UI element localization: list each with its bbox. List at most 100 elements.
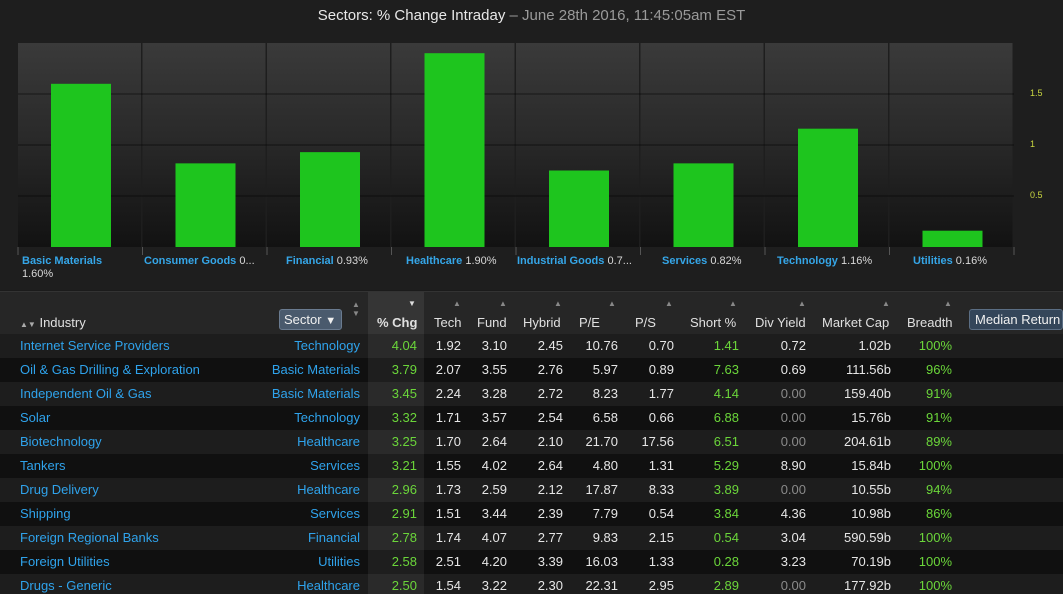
sorted-column-highlight xyxy=(368,358,424,382)
col-header-ps[interactable]: ▲ P/S xyxy=(628,292,678,334)
col-header-market-cap[interactable]: ▲ Market Cap xyxy=(818,292,898,334)
bar-healthcare[interactable] xyxy=(424,53,485,248)
cell-short: 0.28 xyxy=(713,554,739,569)
cell-chg: 3.79 xyxy=(391,362,417,377)
industry-link[interactable]: Foreign Regional Banks xyxy=(20,530,159,545)
cell-sector[interactable]: Healthcare xyxy=(297,482,360,497)
median-return-button[interactable]: Median Return xyxy=(969,309,1063,330)
cell-chg: 3.45 xyxy=(391,386,417,401)
category-label[interactable]: Healthcare 1.90% xyxy=(406,255,531,268)
category-label[interactable]: Services 0.82% xyxy=(662,255,787,268)
cell-ps: 8.33 xyxy=(648,482,674,497)
cell-div: 0.00 xyxy=(780,386,806,401)
cell-pe: 9.83 xyxy=(592,530,618,545)
bar-basic-materials[interactable] xyxy=(51,83,111,247)
table-row[interactable]: Drug Delivery Healthcare 2.96 1.73 2.59 2.12 1… xyxy=(0,478,1063,502)
sort-arrows-icon: ▲ xyxy=(554,299,562,308)
table-row[interactable]: Shipping Services 2.91 1.51 3.44 2.39 7.79 0.54… xyxy=(0,502,1063,526)
col-header-div-yield[interactable]: ▲ Div Yield xyxy=(750,292,812,334)
industry-link[interactable]: Shipping xyxy=(20,506,71,521)
industry-link[interactable]: Drug Delivery xyxy=(20,482,99,497)
sort-arrows-icon: ▲ xyxy=(798,299,806,308)
bar-financial[interactable] xyxy=(300,152,360,247)
cell-short: 6.88 xyxy=(713,410,739,425)
cell-hybrid: 2.54 xyxy=(537,410,563,425)
table-row[interactable]: Oil & Gas Drilling & Exploration Basic Ma… xyxy=(0,358,1063,382)
sort-arrows-icon: ▲ xyxy=(608,299,616,308)
cell-breadth: 94% xyxy=(925,482,952,497)
category-label[interactable]: Basic Materials 1.60% xyxy=(22,255,137,281)
industry-link[interactable]: Drugs - Generic xyxy=(20,578,112,593)
cell-hybrid: 2.12 xyxy=(537,482,563,497)
col-header-hybrid[interactable]: ▲ Hybrid xyxy=(518,292,568,334)
chart-title: Sectors: % Change Intraday – June 28th 2… xyxy=(0,7,1063,24)
industry-link[interactable]: Oil & Gas Drilling & Exploration xyxy=(20,362,200,377)
industry-link[interactable]: Tankers xyxy=(20,458,66,473)
table-row[interactable]: Foreign Regional Banks Financial 2.78 1.74 4… xyxy=(0,526,1063,550)
cell-sector[interactable]: Basic Materials xyxy=(271,362,360,377)
cell-sector[interactable]: Utilities xyxy=(318,554,360,569)
col-label-ps: P/S xyxy=(635,315,656,330)
table-row[interactable]: Biotechnology Healthcare 3.25 1.70 2.64 2.10 2… xyxy=(0,430,1063,454)
bar-services[interactable] xyxy=(673,163,734,247)
industry-link[interactable]: Independent Oil & Gas xyxy=(20,386,152,401)
col-header-short[interactable]: ▲ Short % xyxy=(684,292,744,334)
bar-utilities[interactable] xyxy=(922,230,983,247)
cell-short: 4.14 xyxy=(713,386,739,401)
col-header-industry[interactable]: ▲▼ Industry xyxy=(0,292,270,334)
cell-sector[interactable]: Basic Materials xyxy=(271,386,360,401)
bar-technology[interactable] xyxy=(798,128,858,247)
sector-bar-chart xyxy=(17,43,1015,255)
cell-breadth: 91% xyxy=(925,386,952,401)
cell-sector[interactable]: Financial xyxy=(307,530,360,545)
cell-sector[interactable]: Services xyxy=(310,506,360,521)
cell-breadth: 89% xyxy=(925,434,952,449)
cell-pe: 4.80 xyxy=(592,458,618,473)
table-row[interactable]: Drugs - Generic Healthcare 2.50 1.54 3.22 2.3… xyxy=(0,574,1063,594)
cell-pe: 22.31 xyxy=(585,578,618,593)
bar-industrial-goods[interactable] xyxy=(549,170,609,248)
cell-ps: 2.15 xyxy=(648,530,674,545)
table-row[interactable]: Foreign Utilities Utilities 2.58 2.51 4.20 3.… xyxy=(0,550,1063,574)
sector-filter-button[interactable]: Sector ▼ xyxy=(279,309,342,330)
cell-fund: 3.44 xyxy=(481,506,507,521)
cell-sector[interactable]: Healthcare xyxy=(297,578,360,593)
cell-fund: 4.20 xyxy=(481,554,507,569)
category-label[interactable]: Industrial Goods 0.7... xyxy=(517,255,642,268)
cell-sector[interactable]: Healthcare xyxy=(297,434,360,449)
cell-sector[interactable]: Technology xyxy=(294,338,360,353)
sorted-column-highlight xyxy=(368,574,424,594)
category-value: 0.7... xyxy=(607,255,632,267)
industry-link[interactable]: Foreign Utilities xyxy=(20,554,110,569)
table-row[interactable]: Tankers Services 3.21 1.55 4.02 2.64 4.80 1.31 5… xyxy=(0,454,1063,478)
col-header-pct-chg[interactable]: ▼ % Chg xyxy=(368,292,424,334)
col-header-pe[interactable]: ▲ P/E xyxy=(572,292,622,334)
category-name: Consumer Goods xyxy=(144,255,237,267)
bar-consumer-goods[interactable] xyxy=(175,163,236,247)
category-label[interactable]: Technology 1.16% xyxy=(777,255,902,268)
table-row[interactable]: Independent Oil & Gas Basic Materials 3.45… xyxy=(0,382,1063,406)
sector-filter-label: Sector xyxy=(284,312,322,327)
category-label[interactable]: Financial 0.93% xyxy=(286,255,411,268)
cell-breadth: 91% xyxy=(925,410,952,425)
table-row[interactable]: Internet Service Providers Technology 4.04… xyxy=(0,334,1063,358)
col-header-tech[interactable]: ▲ Tech xyxy=(428,292,468,334)
filter-funnel-icon: ▼ xyxy=(325,315,337,327)
cell-hybrid: 2.39 xyxy=(537,506,563,521)
industry-link[interactable]: Biotechnology xyxy=(20,434,102,449)
col-header-fund[interactable]: ▲ Fund xyxy=(472,292,514,334)
col-header-breadth[interactable]: ▲ Breadth xyxy=(902,292,964,334)
cell-short: 0.54 xyxy=(713,530,739,545)
chart-title-main: Sectors: % Change Intraday xyxy=(317,7,506,24)
category-label[interactable]: Utilities 0.16% xyxy=(913,255,1038,268)
category-name: Basic Materials xyxy=(22,255,103,267)
table-row[interactable]: Solar Technology 3.32 1.71 3.57 2.54 6.58 0.66 6… xyxy=(0,406,1063,430)
category-label[interactable]: Consumer Goods 0... xyxy=(144,255,269,268)
cell-sector[interactable]: Technology xyxy=(294,410,360,425)
industry-link[interactable]: Internet Service Providers xyxy=(20,338,170,353)
cell-sector[interactable]: Services xyxy=(310,458,360,473)
col-header-sector[interactable]: ▲ ▼ xyxy=(276,292,366,334)
industry-link[interactable]: Solar xyxy=(20,410,51,425)
cell-pe: 8.23 xyxy=(592,386,618,401)
cell-short: 1.41 xyxy=(713,338,739,353)
